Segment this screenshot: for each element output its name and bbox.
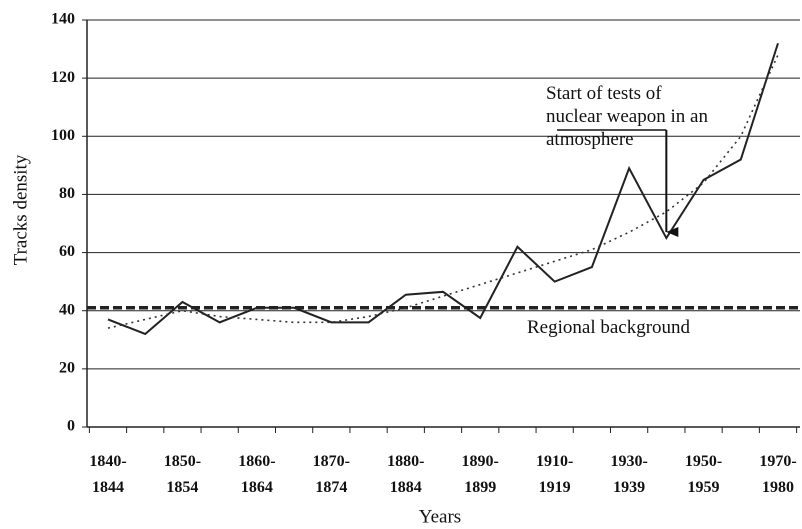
annotation: Start of tests of nuclear weapon in an a… bbox=[546, 83, 708, 150]
y-tick-label: 100 bbox=[51, 127, 75, 144]
x-tick-label: 1910- 1919 bbox=[535, 453, 574, 496]
y-tick-label: 20 bbox=[59, 360, 75, 377]
x-axis-label: Years bbox=[419, 506, 461, 527]
y-axis-label: Tracks density bbox=[10, 154, 31, 265]
series-line bbox=[107, 42, 779, 336]
y-tick-label: 40 bbox=[59, 301, 75, 318]
y-tick-label: 120 bbox=[51, 69, 75, 86]
series-line bbox=[107, 54, 779, 329]
reference-label: Regional background bbox=[527, 316, 691, 338]
x-tick-label: 1840- 1844 bbox=[89, 453, 127, 496]
y-tick-label: 60 bbox=[59, 243, 75, 260]
y-tick-label: 80 bbox=[59, 185, 75, 202]
x-tick-label: 1950- 1959 bbox=[684, 453, 723, 496]
x-tick-label: 1850- 1854 bbox=[163, 453, 202, 496]
x-tick-label: 1880- 1884 bbox=[387, 453, 425, 496]
x-tick-label: 1970- 1980 bbox=[759, 453, 797, 496]
y-tick-label: 0 bbox=[67, 418, 75, 435]
x-tick-label: 1860- 1864 bbox=[238, 453, 276, 496]
x-tick-label: 1890- 1899 bbox=[461, 453, 499, 496]
x-tick-label: 1930- 1939 bbox=[610, 453, 648, 496]
x-tick-label: 1870- 1874 bbox=[312, 453, 350, 496]
y-tick-label: 140 bbox=[51, 11, 75, 28]
